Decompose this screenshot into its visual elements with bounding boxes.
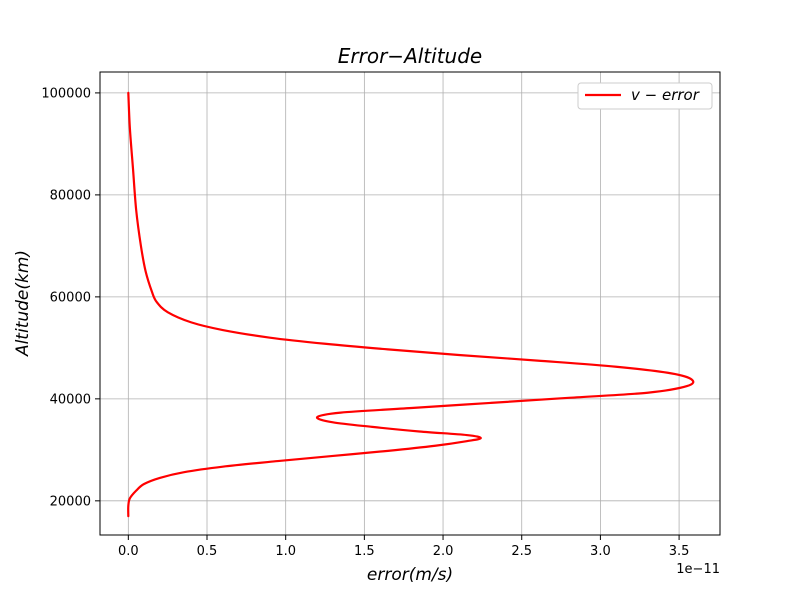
x-axis-offset-label: 1e−11 [676,562,720,577]
x-tick-label: 3.5 [669,544,690,559]
y-tick-label: 100000 [41,86,91,101]
legend-box [577,82,713,110]
x-tick-label: 2.5 [511,544,532,559]
y-tick-label: 80000 [50,188,91,203]
series-line-v-error [127,91,695,518]
chart-title: Error−Altitude [338,44,482,68]
x-tick-label: 2.0 [433,544,454,559]
x-tick-label: 0.5 [197,544,218,559]
x-axis: 0.0 0.5 1.0 1.5 2.0 2.5 3.0 3.5 [118,535,689,559]
grid [100,72,720,535]
x-tick-label: 3.0 [590,544,611,559]
y-tick-label: 40000 [50,392,91,407]
x-axis-label: error(m/s) [367,565,453,585]
plot-area-frame [99,71,721,536]
y-tick-label: 20000 [50,494,91,509]
y-axis: 20000 40000 60000 80000 100000 [41,86,100,509]
x-tick-label: 0.0 [118,544,139,559]
x-tick-label: 1.0 [275,544,296,559]
x-tick-label: 1.5 [354,544,375,559]
y-tick-label: 60000 [50,290,91,305]
legend: v − error [577,82,713,110]
y-axis-label: Altitude(km) [13,250,33,357]
legend-entry-v-error: v − error [631,86,700,104]
